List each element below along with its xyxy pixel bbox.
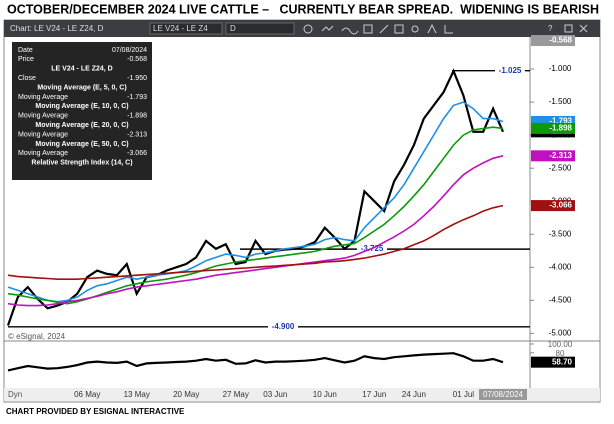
- x-tick-label: 24 Jun: [402, 390, 426, 399]
- legend-value: -1.793: [127, 94, 147, 101]
- plot: -1.025-3.725-4.900: [6, 65, 530, 372]
- y-tick-label: 80: [556, 349, 565, 358]
- legend-header: Moving Average (E, 20, 0, C): [35, 122, 128, 129]
- level-label-bg: [268, 321, 298, 332]
- series-line: [7, 155, 504, 307]
- last-value-tag-bg: [531, 115, 575, 127]
- legend-value: -1.950: [127, 75, 147, 82]
- legend-header: Moving Average (E, 10, 0, C): [35, 103, 128, 110]
- level-label-bg: [495, 65, 525, 76]
- legend-header: Moving Average (E, 50, 0, C): [35, 141, 128, 148]
- legend-text: Price: [18, 56, 34, 63]
- last-value-tag: -1.793: [549, 117, 572, 126]
- legend-header: Moving Average (E, 5, 0, C): [37, 84, 126, 91]
- last-value-tag-bg: [531, 122, 575, 134]
- x-tick-label: 17 Jun: [362, 390, 386, 399]
- interval[interactable]: D: [230, 24, 236, 33]
- x-tick-label: 10 Jun: [313, 390, 337, 399]
- y-tick-label: -3.500: [549, 229, 572, 238]
- x-tick-label: 20 May: [173, 390, 199, 399]
- y-tick-label: -4.500: [549, 295, 572, 304]
- x-tick-label: 06 May: [74, 390, 100, 399]
- mode[interactable]: Dyn: [8, 390, 22, 399]
- legend-text: Moving Average: [18, 150, 68, 157]
- x-label-highlight: [479, 389, 527, 400]
- legend-value: -1.898: [127, 113, 147, 120]
- legend-value: -2.313: [127, 131, 147, 138]
- toolbar-icons[interactable]: [303, 23, 453, 35]
- rsi-tag: 58.70: [552, 357, 573, 366]
- series-line: [6, 68, 505, 326]
- symbol[interactable]: LE V24 - LE Z4: [153, 24, 208, 33]
- level-label: -4.900: [272, 322, 295, 331]
- interval-box[interactable]: [225, 22, 295, 35]
- series-line: [7, 204, 504, 280]
- legend-header: LE V24 - LE Z24, D: [51, 66, 112, 73]
- copyright: © eSignal, 2024: [8, 332, 66, 341]
- y-tick-label: -5.000: [549, 329, 572, 338]
- legend-text: Moving Average: [18, 131, 68, 138]
- legend-text: Close: [18, 75, 36, 82]
- x-tick-label: 13 May: [124, 390, 150, 399]
- x-tick-label: 03 Jun: [263, 390, 287, 399]
- legend-panel: Date 07/08/2024 Price -0.568 LE V24 - LE Z24…: [12, 42, 152, 180]
- help[interactable]: ?: [548, 24, 553, 33]
- y-tick-label: 100.00: [548, 340, 573, 349]
- y-tick-label: -1.500: [549, 97, 572, 106]
- rsi-tag-bg: [531, 356, 575, 368]
- level-label: -1.025: [499, 66, 522, 75]
- legend-text: Date: [18, 47, 33, 54]
- price-tag-bg: [531, 35, 575, 47]
- toolbar-title: Chart: LE V24 - LE Z24, D: [10, 24, 104, 33]
- y-tick-label: -2.500: [549, 163, 572, 172]
- x-tick-label: 07/08/2024: [483, 390, 524, 399]
- last-value-tag-bg: [531, 150, 575, 162]
- last-value-tag: -3.066: [549, 201, 572, 210]
- last-value-tag-bg: [531, 200, 575, 212]
- x-tick-label: 27 May: [223, 390, 249, 399]
- last-value-tag: -1.898: [549, 124, 572, 133]
- legend-text: Moving Average: [18, 113, 68, 120]
- series-line: [7, 352, 504, 372]
- legend-value: 07/08/2024: [112, 47, 147, 54]
- price-tag: -0.568: [549, 36, 572, 45]
- legend-header: Relative Strength Index (14, C): [31, 160, 132, 167]
- y-tick-label: -4.000: [549, 262, 572, 271]
- legend-value: -0.568: [127, 56, 147, 63]
- maximize[interactable]: [564, 24, 573, 33]
- y-tick-label: -1.000: [549, 64, 572, 73]
- chart-title: OCTOBER/DECEMBER 2024 LIVE CATTLE – CURR…: [7, 2, 599, 16]
- series-line: [7, 101, 504, 303]
- x-tick-label: 01 Jul: [453, 390, 475, 399]
- close[interactable]: [579, 24, 588, 33]
- source: CHART PROVIDED BY ESIGNAL INTERACTIVE: [6, 407, 185, 416]
- symbol-box[interactable]: [149, 22, 223, 35]
- date-axis: [4, 388, 600, 401]
- legend-text: Moving Average: [18, 94, 68, 101]
- last-value-tag: -2.313: [549, 151, 572, 160]
- legend-value: -3.066: [127, 150, 147, 157]
